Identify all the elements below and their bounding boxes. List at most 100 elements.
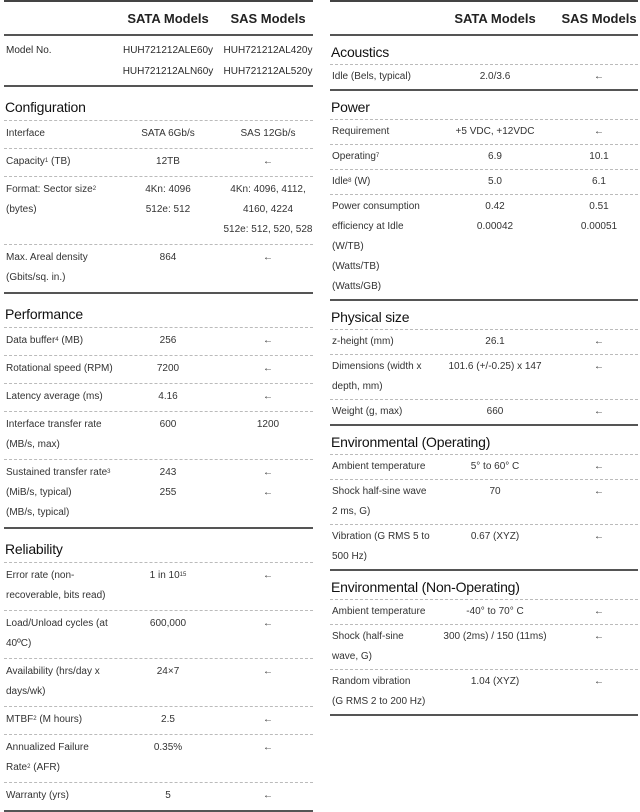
row-label: Sustained transfer rate3 (MiB/s, typical… [4,463,113,523]
value-sas: ← [223,710,313,730]
value-sata: 4Kn: 4096 512e: 512 [113,180,223,240]
value-sas: ← [223,614,313,654]
spec-row: Shock half-sine wave 2 ms, G) 70 ← [330,480,638,525]
section-title: Configuration [4,87,313,121]
value-text: SATA 6Gb/s [141,128,195,139]
value-text: ← [594,336,604,347]
value-line: ← [560,482,638,502]
label-line: (G RMS 2 to 200 Hz) [332,692,430,712]
value-text: 70 [489,486,501,497]
label-text: z-height (mm) [332,336,394,347]
value-text: 512e: 512, 520, 528 [223,224,313,235]
value-sata: 101.6 (+/-0.25) x 147 [430,357,560,397]
value-text: 24×7 [156,666,180,677]
value-text: 12TB [156,156,180,167]
footnote-mark: 4 [55,337,59,343]
label-line: Idle (Bels, typical) [332,67,430,87]
value-line: ← [560,357,638,377]
label-line: Availability (hrs/day x days/wk) [6,662,113,702]
value-text: 300 (2ms) / 150 (11ms) [443,631,547,642]
value-text: 6.1 [592,176,606,187]
value-sata: 300 (2ms) / 150 (11ms) [430,627,560,667]
value-text: ← [263,487,273,498]
row-label: Latency average (ms) [4,387,113,407]
spec-row: Interface SATA 6Gb/s SAS 12Gb/s [4,121,313,149]
label-text: Availability (hrs/day x days/wk) [6,666,100,697]
value-line: ← [223,662,313,682]
label-text: Dimensions (width x depth, mm) [332,361,422,392]
label-text: Interface [6,128,45,139]
value-text: 0.67 (XYZ) [470,531,520,542]
spec-row: Idle8 (W) 5.0 6.1 [330,170,638,195]
row-label: Interface [4,124,113,144]
value-sas: SAS 12Gb/s [223,124,313,144]
value-sata: 26.1 [430,332,560,352]
label-text: Requirement [332,126,390,137]
value-sas: ← [560,67,638,87]
row-label: Shock half-sine wave 2 ms, G) [330,482,430,522]
value-line: 10.1 [560,147,638,167]
value-text: 255 [159,487,177,498]
value-line: 300 (2ms) / 150 (11ms) [430,627,560,647]
row-label: Data buffer4 (MB) [4,331,113,351]
spec-row: Annualized Failure Rate2 (AFR) 0.35% ← [4,735,313,783]
value-line: 600,000 [113,614,223,634]
label-line: Interface [6,124,113,144]
value-sas: ← ← [223,463,313,523]
value-text: 243 [159,467,177,478]
label-line: Random vibration [332,672,430,692]
value-text: ← [263,666,273,677]
label-suffix: (bytes) [6,204,37,215]
model-sata: HUH721212ALE60y [122,45,214,56]
footnote-mark: 1 [44,158,49,164]
value-line: ← [560,67,638,87]
spec-row: Latency average (ms) 4.16 ← [4,384,313,412]
spec-row: MTBF2 (M hours) 2.5 ← [4,707,313,735]
value-line: 0.51 [560,197,638,217]
label-line: Operating7 [332,147,430,167]
value-line: ← [223,359,313,379]
value-text: 0.00051 [580,221,618,232]
value-text: 0.51 [589,201,609,212]
label-line: Idle8 (W) [332,172,430,192]
value-text: 101.6 (+/-0.25) x 147 [448,361,542,372]
value-text: 1 in 10 [149,570,180,581]
section-title: Power [330,91,638,120]
footnote-mark: 2 [27,764,31,770]
spec-row: Operating7 6.9 10.1 [330,145,638,170]
row-label: Ambient temperature [330,457,430,477]
value-text: 7200 [156,363,180,374]
value-sas: ← [560,332,638,352]
value-sas: ← [560,402,638,422]
value-line: 0.00051 [560,217,638,237]
label-text: Random vibration [332,676,411,687]
value-sata: 243 255 [113,463,223,523]
value-sata: 864 [113,248,223,288]
model-sas: HUH721212AL520y [223,66,313,77]
value-sas: ← [223,359,313,379]
value-text: ← [263,156,273,167]
label-line: Latency average (ms) [6,387,113,407]
value-line: 255 [113,483,223,503]
value-line: 256 [113,331,223,351]
value-line: 7200 [113,359,223,379]
spec-section: Performance Data buffer4 (MB) 256 ← Rotation… [4,294,313,529]
value-sas: ← [560,627,638,667]
label-text: Capacity [6,156,45,167]
label-text: Shock half-sine wave 2 ms, G) [332,486,427,517]
label-line: (Watts/TB) [332,257,430,277]
value-line: 6.1 [560,172,638,192]
value-sata: 256 [113,331,223,351]
value-line: ← [223,463,313,483]
section-title: Reliability [4,529,313,563]
value-sas: ← [560,457,638,477]
value-line: 243 [113,463,223,483]
value-text: ← [263,742,273,753]
value-line: ← [560,122,638,142]
spec-row: Data buffer4 (MB) 256 ← [4,328,313,356]
label-text: Load/Unload cycles (at 40ºC) [6,618,108,649]
value-line: 12TB [113,152,223,172]
value-line: ← [223,331,313,351]
value-sata: 0.67 (XYZ) [430,527,560,567]
spec-row: Shock (half-sine wave, G) 300 (2ms) / 150… [330,625,638,670]
